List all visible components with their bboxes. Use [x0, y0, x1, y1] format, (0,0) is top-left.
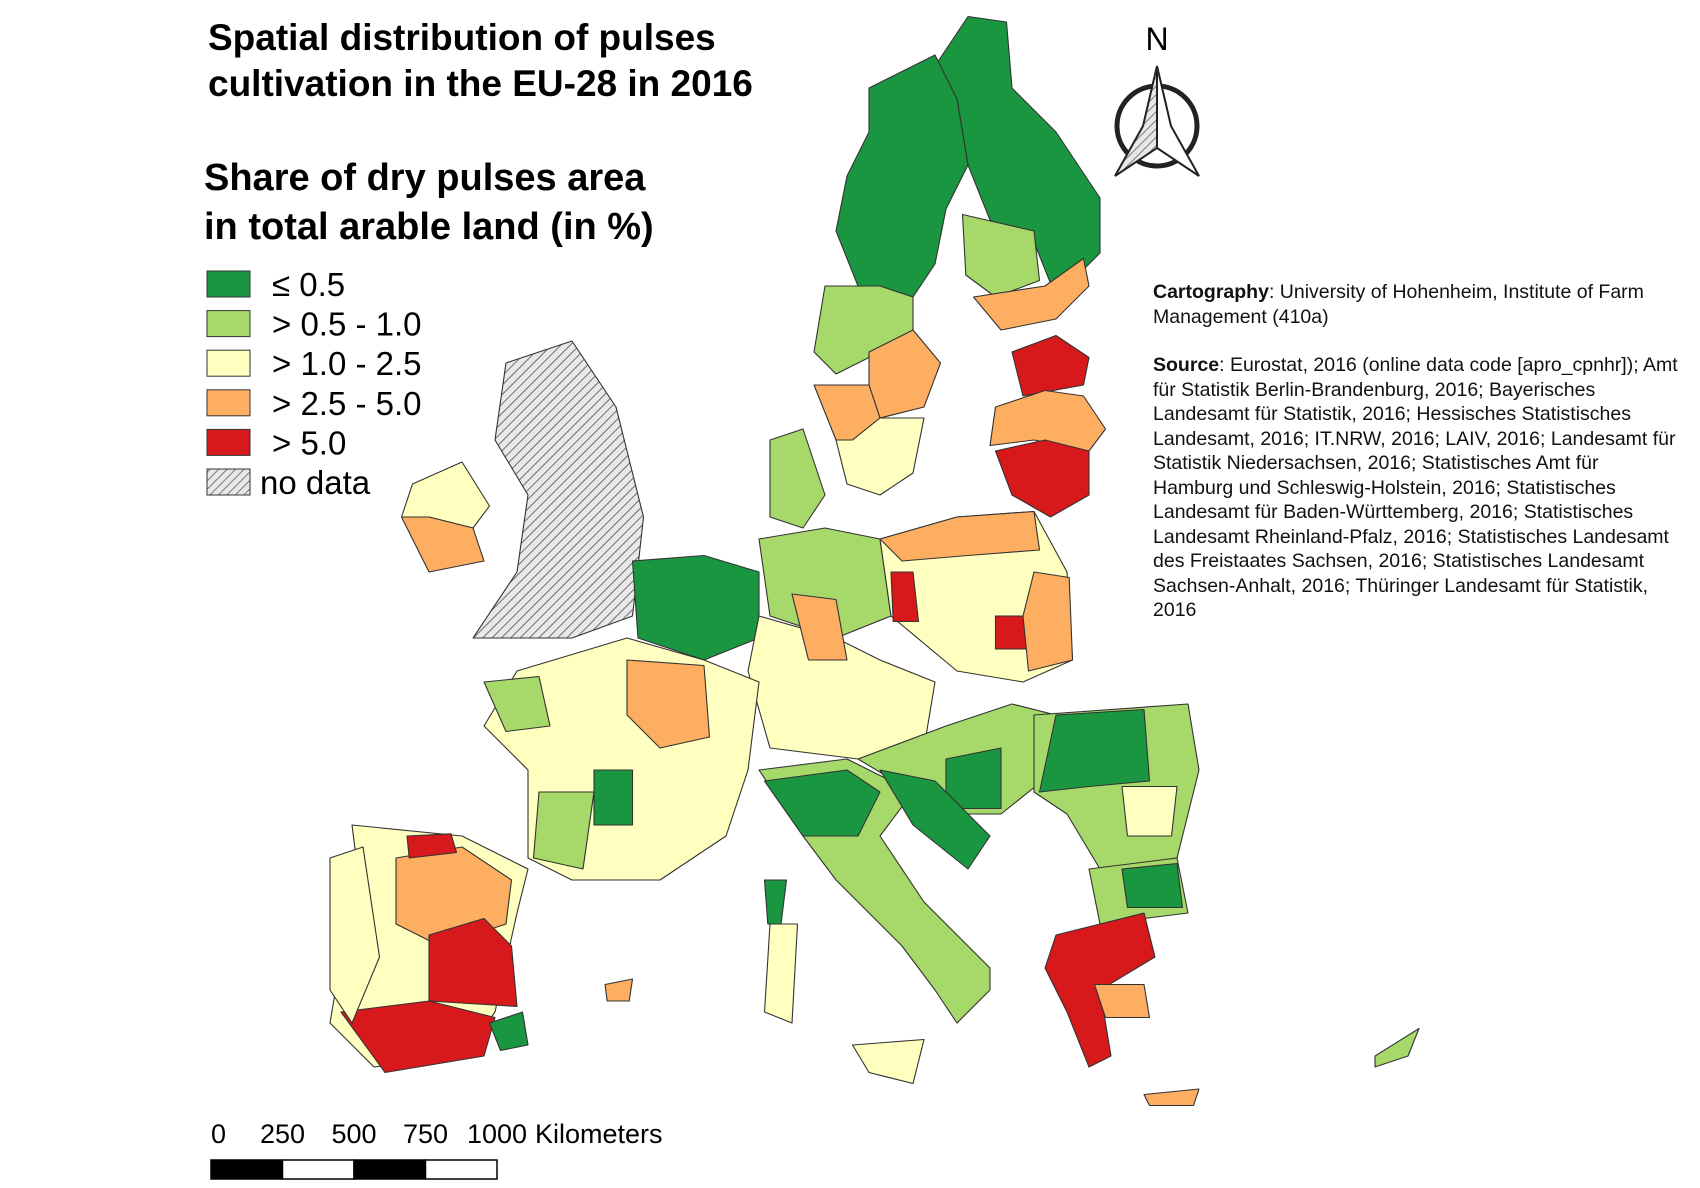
region — [851, 1038, 925, 1085]
region — [406, 833, 458, 859]
region — [835, 54, 969, 298]
scale-segment — [281, 1159, 355, 1180]
region — [945, 747, 1002, 810]
region — [626, 659, 711, 749]
region — [631, 554, 760, 661]
map — [329, 15, 1420, 1107]
north-arrow: N — [1114, 21, 1200, 177]
legend-swatch — [206, 310, 251, 338]
legend-swatch — [206, 428, 251, 456]
legend-label: no data — [260, 464, 371, 501]
region — [769, 428, 826, 529]
legend-label: > 1.0 - 2.5 — [272, 345, 422, 382]
source-text: : Eurostat, 2016 (online data code [apro… — [1153, 354, 1678, 621]
legend-swatch — [206, 468, 251, 496]
region — [1374, 1027, 1420, 1068]
scale-label: 1000 — [467, 1119, 527, 1149]
region — [488, 1011, 529, 1052]
scale-label: 750 — [403, 1119, 448, 1149]
region — [1121, 785, 1178, 837]
region — [961, 213, 1041, 298]
region — [1143, 1088, 1200, 1107]
scale-bar: 0 250 500 750 1000 Kilometers — [210, 1119, 663, 1180]
legend-label: > 0.5 - 1.0 — [272, 306, 422, 343]
scale-unit: Kilometers — [535, 1119, 663, 1149]
north-label: N — [1145, 21, 1168, 57]
region — [763, 923, 799, 1024]
scale-segment — [353, 1159, 427, 1180]
region — [989, 389, 1107, 452]
legend-swatch — [206, 389, 251, 417]
region — [340, 1000, 496, 1074]
region — [972, 257, 1090, 331]
region — [604, 978, 634, 1002]
region — [763, 879, 788, 925]
region — [1038, 708, 1151, 793]
region — [329, 846, 381, 1024]
legend-swatch — [206, 349, 251, 377]
region — [532, 791, 595, 870]
region — [890, 571, 920, 623]
legend: Share of dry pulses area in total arable … — [204, 157, 654, 501]
region — [1121, 862, 1184, 909]
source-credit: Source: Eurostat, 2016 (online data code… — [1153, 353, 1683, 623]
region — [400, 516, 485, 573]
region — [1011, 334, 1090, 397]
region — [763, 769, 881, 837]
region — [483, 637, 760, 881]
title-line: Spatial distribution of pulses — [208, 17, 716, 58]
north-arrow-left — [1114, 65, 1158, 177]
cartography-credit: Cartography: University of Hohenheim, In… — [1153, 280, 1683, 329]
title-line: cultivation in the EU-28 in 2016 — [208, 63, 753, 104]
cartography-label: Cartography — [1153, 281, 1269, 303]
region — [879, 769, 991, 870]
source-label: Source — [1153, 354, 1220, 376]
legend-label: ≤ 0.5 — [272, 266, 345, 303]
region — [428, 917, 518, 1008]
cartography-text: : University of Hohenheim, Institute of … — [1153, 281, 1644, 328]
scale-label: 500 — [331, 1119, 376, 1149]
region — [994, 439, 1090, 518]
north-arrow-right — [1156, 65, 1200, 177]
title: Spatial distribution of pulses cultivatio… — [208, 17, 753, 104]
scale-segment — [424, 1159, 498, 1180]
region — [879, 510, 1041, 562]
legend-label: > 2.5 - 5.0 — [272, 385, 422, 422]
region — [1022, 571, 1074, 672]
credits: Cartography: University of Hohenheim, In… — [1153, 280, 1683, 647]
region — [835, 417, 925, 496]
region — [472, 340, 645, 639]
scale-label: 0 — [211, 1119, 226, 1149]
scale-label: 250 — [260, 1119, 305, 1149]
legend-swatch — [206, 270, 251, 298]
legend-label: > 5.0 — [272, 424, 346, 461]
region — [791, 593, 848, 661]
region — [483, 675, 551, 733]
legend-title-line: Share of dry pulses area — [204, 157, 646, 199]
scale-segment — [210, 1159, 284, 1180]
legend-title-line: in total arable land (in %) — [204, 206, 654, 248]
region — [593, 769, 634, 826]
region — [1093, 983, 1151, 1019]
